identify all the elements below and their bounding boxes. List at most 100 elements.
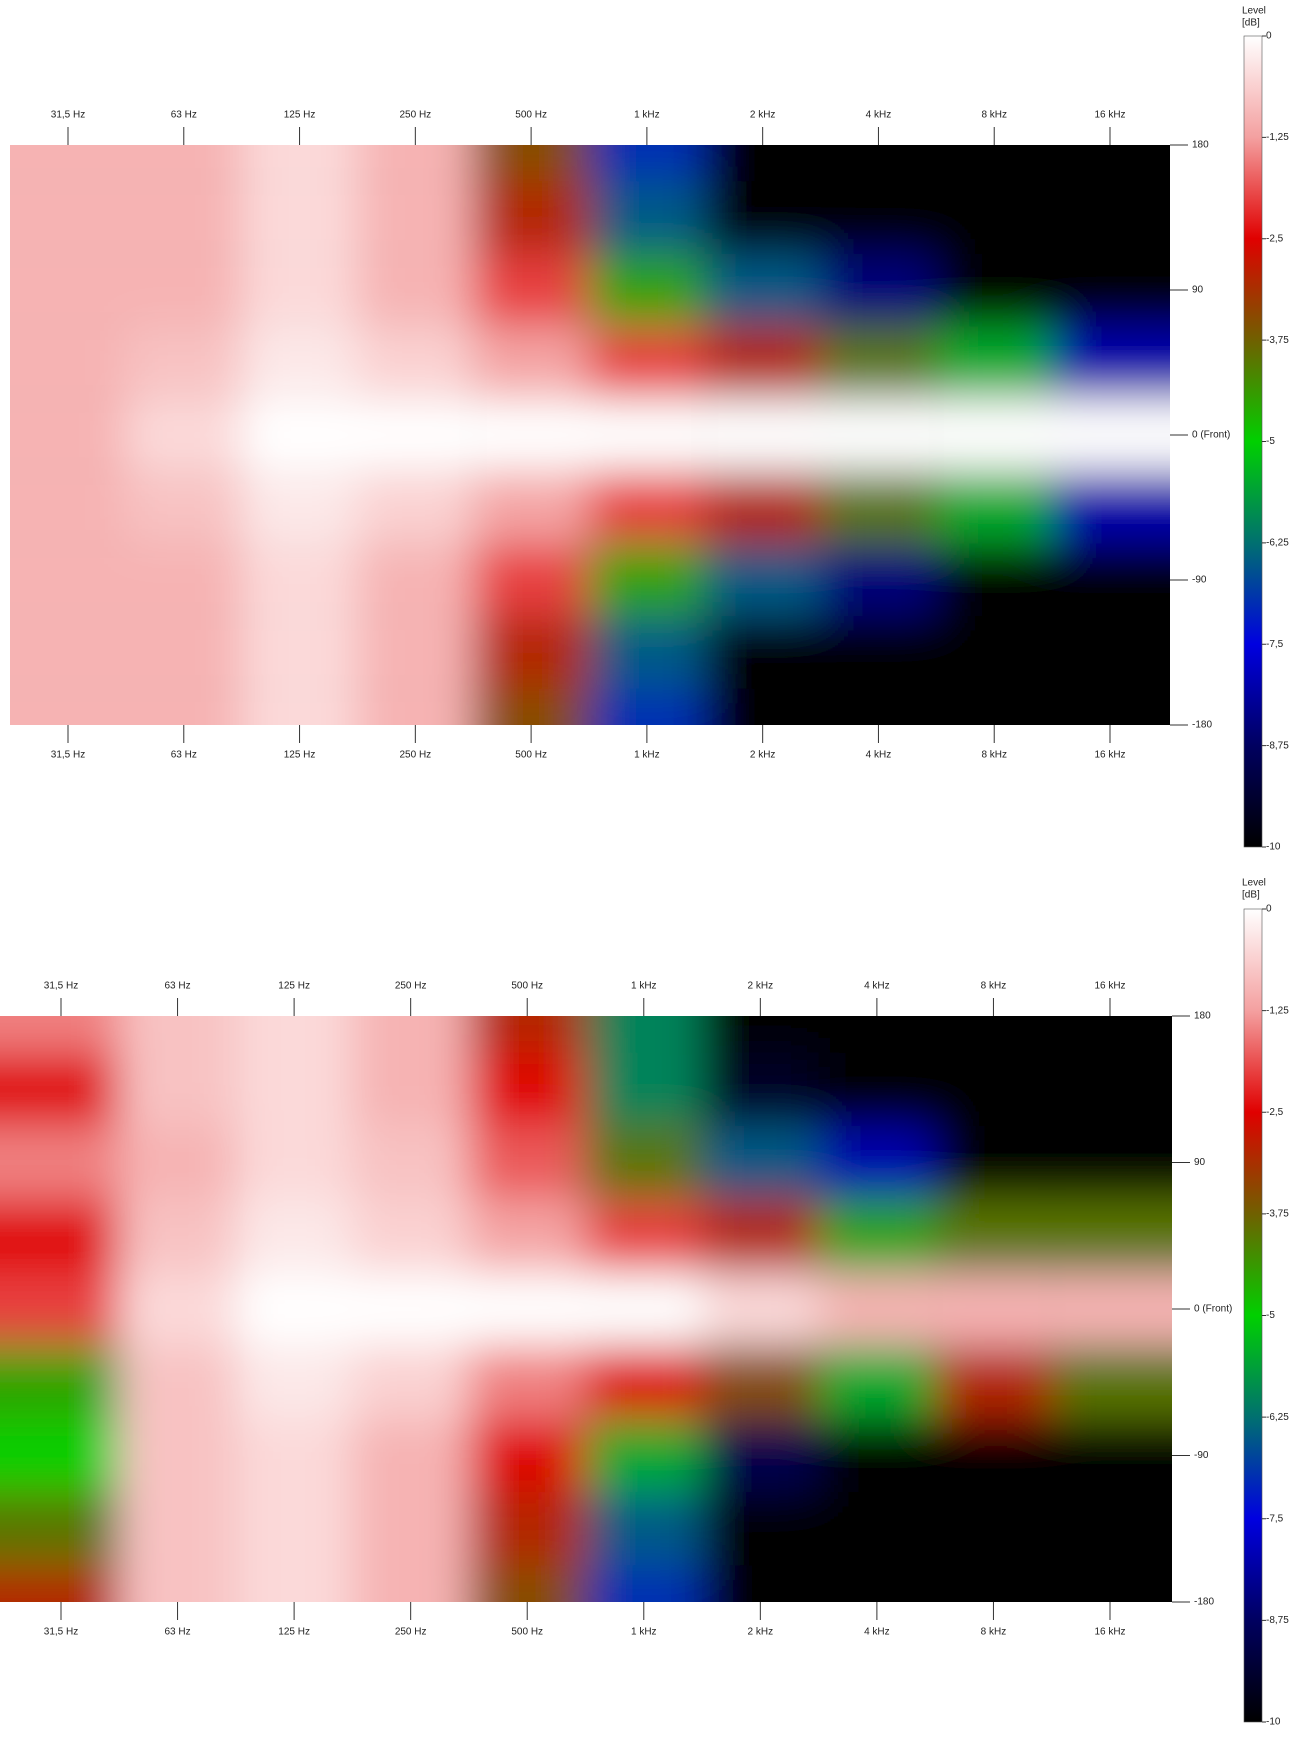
heatmap-cell bbox=[0, 1418, 120, 1493]
heatmap-cell bbox=[10, 471, 126, 544]
heatmap-chart: 31,5 Hz 31,5 Hz 63 Hz 63 Hz 125 Hz 125 Hz 250 … bbox=[10, 6, 1289, 853]
heatmap-cell bbox=[1052, 688, 1170, 725]
heatmap-cell bbox=[10, 398, 126, 472]
heatmap-cell bbox=[473, 616, 589, 689]
heatmap-cell bbox=[357, 543, 474, 617]
x-tick-label-top: 16 kHz bbox=[1094, 110, 1125, 121]
y-tick-label: -180 bbox=[1192, 720, 1212, 731]
heatmap-cell bbox=[585, 1016, 703, 1053]
x-tick-label-bottom: 250 Hz bbox=[399, 750, 431, 761]
heatmap-cell bbox=[1051, 1345, 1172, 1419]
x-tick-label-bottom: 250 Hz bbox=[395, 1627, 427, 1638]
heatmap-cell bbox=[352, 1125, 469, 1200]
heatmap-cell bbox=[585, 1199, 703, 1273]
colorbar bbox=[1243, 908, 1263, 1723]
heatmap-cell bbox=[1052, 253, 1170, 327]
heatmap-cell bbox=[125, 398, 242, 472]
colorbar-tick-label: -6,25 bbox=[1266, 1412, 1289, 1423]
x-tick-label-bottom: 4 kHz bbox=[866, 750, 892, 761]
heatmap-cell bbox=[119, 1125, 236, 1200]
heatmap-cell bbox=[468, 1199, 586, 1273]
heatmap-cell bbox=[585, 1052, 703, 1126]
heatmap-cell bbox=[702, 1052, 819, 1126]
heatmap-cell bbox=[935, 1418, 1052, 1493]
heatmap-cell bbox=[585, 1565, 703, 1602]
heatmap-cell bbox=[352, 1418, 469, 1493]
x-tick-label-bottom: 125 Hz bbox=[284, 750, 316, 761]
heatmap-cell bbox=[235, 1418, 353, 1493]
heatmap-cell bbox=[818, 1492, 936, 1566]
x-tick-label-bottom: 1 kHz bbox=[634, 750, 660, 761]
heatmap-cell bbox=[935, 1345, 1052, 1419]
y-tick-label: -90 bbox=[1194, 1450, 1209, 1461]
x-tick-label-top: 1 kHz bbox=[634, 110, 660, 121]
heatmap-cell bbox=[357, 326, 474, 399]
heatmap-cell bbox=[935, 1272, 1052, 1346]
heatmap-cell bbox=[1051, 1125, 1172, 1200]
heatmap-cell bbox=[125, 181, 242, 254]
heatmap-cell bbox=[468, 1418, 586, 1493]
heatmap-cell bbox=[468, 1125, 586, 1200]
colorbar bbox=[1243, 35, 1263, 848]
x-tick-label-top: 250 Hz bbox=[395, 981, 427, 992]
x-tick-label-bottom: 2 kHz bbox=[748, 1627, 774, 1638]
heatmap-cell bbox=[704, 688, 821, 725]
heatmap-cell bbox=[352, 1565, 469, 1602]
heatmap-cell bbox=[702, 1492, 819, 1566]
heatmap-cell bbox=[936, 398, 1053, 472]
colorbar-tick-label: -1,25 bbox=[1266, 132, 1289, 143]
heatmap-cell bbox=[241, 471, 358, 544]
colorbar-tick-label: -7,5 bbox=[1266, 1513, 1284, 1524]
heatmap-cell bbox=[473, 543, 589, 617]
heatmap-cell bbox=[704, 181, 821, 254]
heatmap-cell bbox=[241, 181, 358, 254]
x-tick-label-top: 500 Hz bbox=[515, 110, 547, 121]
heatmap-cell bbox=[1051, 1565, 1172, 1602]
x-tick-label-bottom: 63 Hz bbox=[164, 1627, 190, 1638]
x-tick-label-top: 63 Hz bbox=[164, 981, 190, 992]
colorbar-tick-label: -10 bbox=[1266, 842, 1281, 853]
y-tick-label: -180 bbox=[1194, 1597, 1214, 1608]
colorbar-tick-label: -6,25 bbox=[1266, 538, 1289, 549]
heatmap-cell bbox=[10, 253, 126, 327]
heatmap-cell bbox=[702, 1418, 819, 1493]
colorbar-tick-label: 0 bbox=[1266, 31, 1272, 42]
heatmap-cell bbox=[818, 1052, 936, 1126]
x-tick-label-top: 16 kHz bbox=[1094, 981, 1125, 992]
heatmap-cell bbox=[473, 181, 589, 254]
x-tick-label-bottom: 8 kHz bbox=[981, 1627, 1007, 1638]
heatmap-cell bbox=[357, 145, 474, 182]
heatmap-cell bbox=[241, 616, 358, 689]
x-tick-label-top: 4 kHz bbox=[864, 981, 890, 992]
x-tick-label-top: 2 kHz bbox=[750, 110, 776, 121]
heatmap-chart: 31,5 Hz 31,5 Hz 63 Hz 63 Hz 125 Hz 125 Hz 250 … bbox=[0, 878, 1289, 1728]
heatmap-cell bbox=[352, 1345, 469, 1419]
x-tick-label-top: 2 kHz bbox=[748, 981, 774, 992]
heatmap-cell bbox=[357, 688, 474, 725]
heatmap-cell bbox=[936, 253, 1053, 327]
heatmap-cell bbox=[702, 1199, 819, 1273]
colorbar-tick-label: -1,25 bbox=[1266, 1005, 1289, 1016]
heatmap-cell bbox=[10, 616, 126, 689]
x-tick-label-bottom: 16 kHz bbox=[1094, 750, 1125, 761]
heatmap-cell bbox=[1051, 1052, 1172, 1126]
heatmap-cell bbox=[820, 398, 937, 472]
heatmap-cell bbox=[936, 326, 1053, 399]
heatmap-cell bbox=[585, 1345, 703, 1419]
heatmap-cell bbox=[1051, 1272, 1172, 1346]
colorbar-title: [dB] bbox=[1242, 890, 1260, 901]
heatmap-cell bbox=[0, 1052, 120, 1126]
colorbar-tick-label: -7,5 bbox=[1266, 639, 1284, 650]
colorbar-tick-label: -3,75 bbox=[1266, 335, 1289, 346]
heatmap-cell bbox=[235, 1492, 353, 1566]
heatmap-cell bbox=[0, 1345, 120, 1419]
heatmap-cell bbox=[352, 1492, 469, 1566]
heatmap-cell bbox=[473, 326, 589, 399]
heatmap-cell bbox=[125, 688, 242, 725]
heatmap-cell bbox=[10, 543, 126, 617]
heatmap-cell bbox=[589, 688, 705, 725]
cells bbox=[10, 145, 1170, 725]
x-tick-label-top: 250 Hz bbox=[399, 110, 431, 121]
heatmap-cell bbox=[1052, 471, 1170, 544]
heatmap-cell bbox=[585, 1272, 703, 1346]
